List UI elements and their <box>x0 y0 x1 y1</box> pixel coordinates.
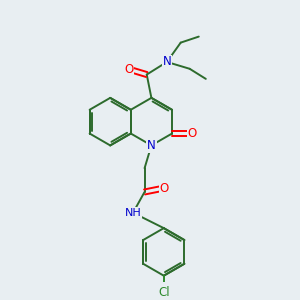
Text: N: N <box>163 56 171 68</box>
Text: O: O <box>188 127 197 140</box>
Text: O: O <box>160 182 169 194</box>
Text: Cl: Cl <box>158 286 169 299</box>
Text: N: N <box>147 139 156 152</box>
Text: O: O <box>124 63 133 76</box>
Text: NH: NH <box>124 208 141 218</box>
